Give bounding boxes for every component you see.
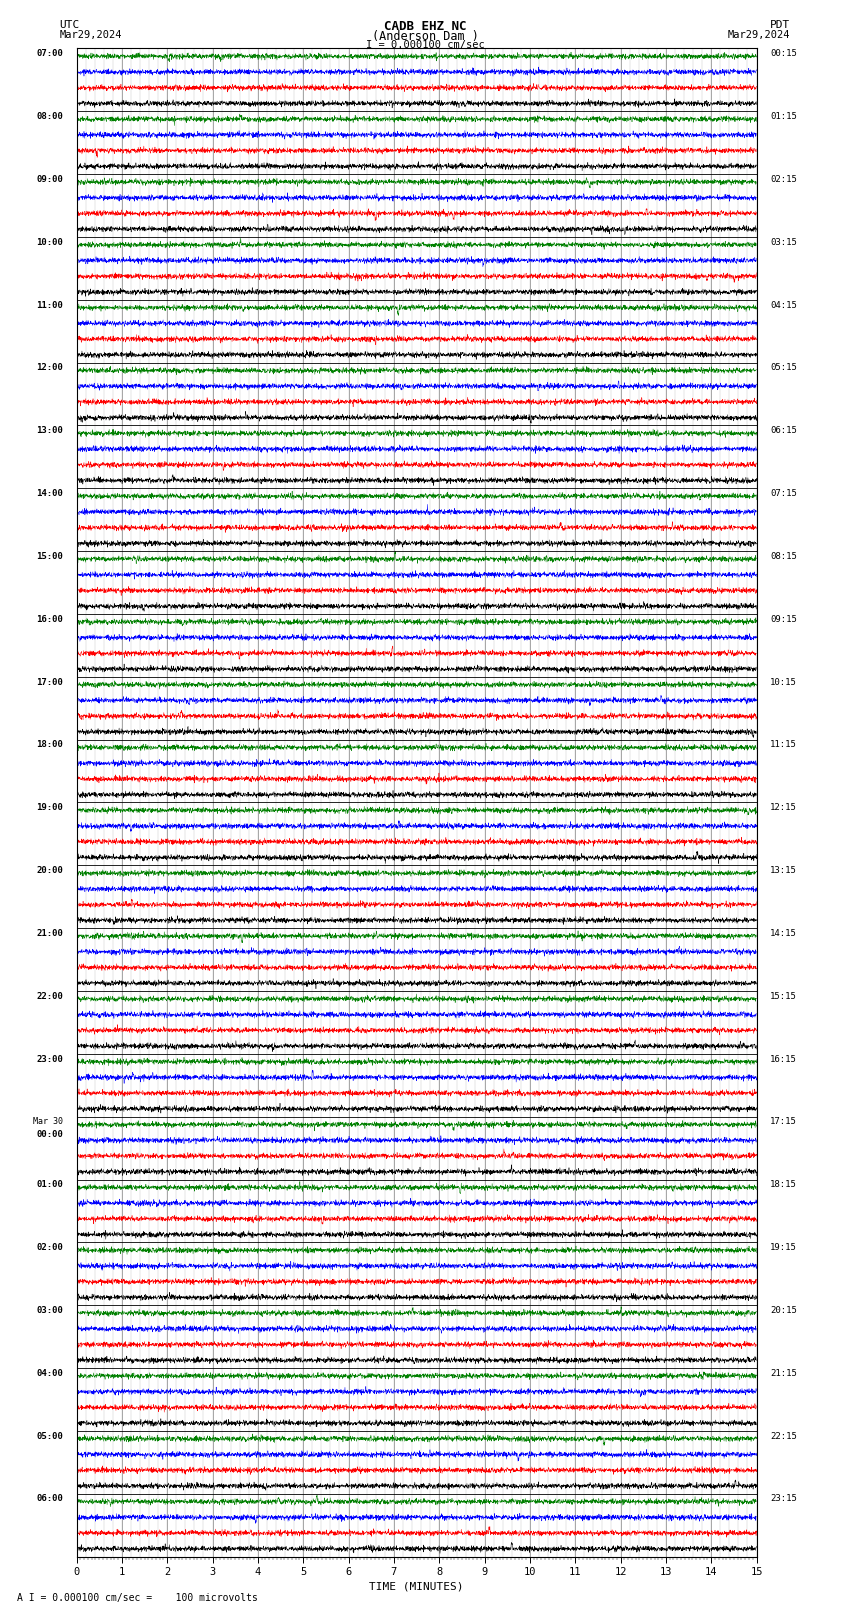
- Text: 07:15: 07:15: [770, 489, 797, 498]
- Text: 08:15: 08:15: [770, 552, 797, 561]
- Text: 22:15: 22:15: [770, 1432, 797, 1440]
- Text: 09:00: 09:00: [36, 174, 63, 184]
- Text: 21:15: 21:15: [770, 1369, 797, 1378]
- Text: 06:15: 06:15: [770, 426, 797, 436]
- Text: 19:00: 19:00: [36, 803, 63, 813]
- Text: 08:00: 08:00: [36, 111, 63, 121]
- Text: 18:00: 18:00: [36, 740, 63, 750]
- Text: 01:15: 01:15: [770, 111, 797, 121]
- Text: 03:15: 03:15: [770, 237, 797, 247]
- Text: 04:00: 04:00: [36, 1369, 63, 1378]
- Text: CADB EHZ NC: CADB EHZ NC: [383, 19, 467, 34]
- Text: I = 0.000100 cm/sec: I = 0.000100 cm/sec: [366, 39, 484, 50]
- Text: 03:00: 03:00: [36, 1307, 63, 1315]
- Text: 12:00: 12:00: [36, 363, 63, 373]
- Text: 20:00: 20:00: [36, 866, 63, 876]
- Text: 02:15: 02:15: [770, 174, 797, 184]
- X-axis label: TIME (MINUTES): TIME (MINUTES): [369, 1581, 464, 1590]
- Text: 01:00: 01:00: [36, 1181, 63, 1189]
- Text: Mar29,2024: Mar29,2024: [60, 31, 122, 40]
- Text: 02:00: 02:00: [36, 1244, 63, 1252]
- Text: 14:15: 14:15: [770, 929, 797, 937]
- Text: (Anderson Dam ): (Anderson Dam ): [371, 31, 479, 44]
- Text: 05:00: 05:00: [36, 1432, 63, 1440]
- Text: 23:00: 23:00: [36, 1055, 63, 1063]
- Text: 23:15: 23:15: [770, 1495, 797, 1503]
- Text: 19:15: 19:15: [770, 1244, 797, 1252]
- Text: 22:00: 22:00: [36, 992, 63, 1000]
- Text: 17:00: 17:00: [36, 677, 63, 687]
- Text: UTC: UTC: [60, 19, 80, 31]
- Text: 06:00: 06:00: [36, 1495, 63, 1503]
- Text: 00:00: 00:00: [36, 1131, 63, 1139]
- Text: 14:00: 14:00: [36, 489, 63, 498]
- Text: 04:15: 04:15: [770, 300, 797, 310]
- Text: 11:15: 11:15: [770, 740, 797, 750]
- Text: 10:15: 10:15: [770, 677, 797, 687]
- Text: 16:00: 16:00: [36, 615, 63, 624]
- Text: 18:15: 18:15: [770, 1181, 797, 1189]
- Text: 00:15: 00:15: [770, 48, 797, 58]
- Text: 09:15: 09:15: [770, 615, 797, 624]
- Text: 12:15: 12:15: [770, 803, 797, 813]
- Text: 13:00: 13:00: [36, 426, 63, 436]
- Text: 20:15: 20:15: [770, 1307, 797, 1315]
- Text: 15:00: 15:00: [36, 552, 63, 561]
- Text: A I = 0.000100 cm/sec =    100 microvolts: A I = 0.000100 cm/sec = 100 microvolts: [17, 1594, 258, 1603]
- Text: PDT: PDT: [770, 19, 790, 31]
- Text: 15:15: 15:15: [770, 992, 797, 1000]
- Text: 10:00: 10:00: [36, 237, 63, 247]
- Text: 05:15: 05:15: [770, 363, 797, 373]
- Text: 13:15: 13:15: [770, 866, 797, 876]
- Text: Mar 30: Mar 30: [33, 1118, 63, 1126]
- Text: 11:00: 11:00: [36, 300, 63, 310]
- Text: 17:15: 17:15: [770, 1118, 797, 1126]
- Text: 16:15: 16:15: [770, 1055, 797, 1063]
- Text: 21:00: 21:00: [36, 929, 63, 937]
- Text: Mar29,2024: Mar29,2024: [728, 31, 791, 40]
- Text: 07:00: 07:00: [36, 48, 63, 58]
